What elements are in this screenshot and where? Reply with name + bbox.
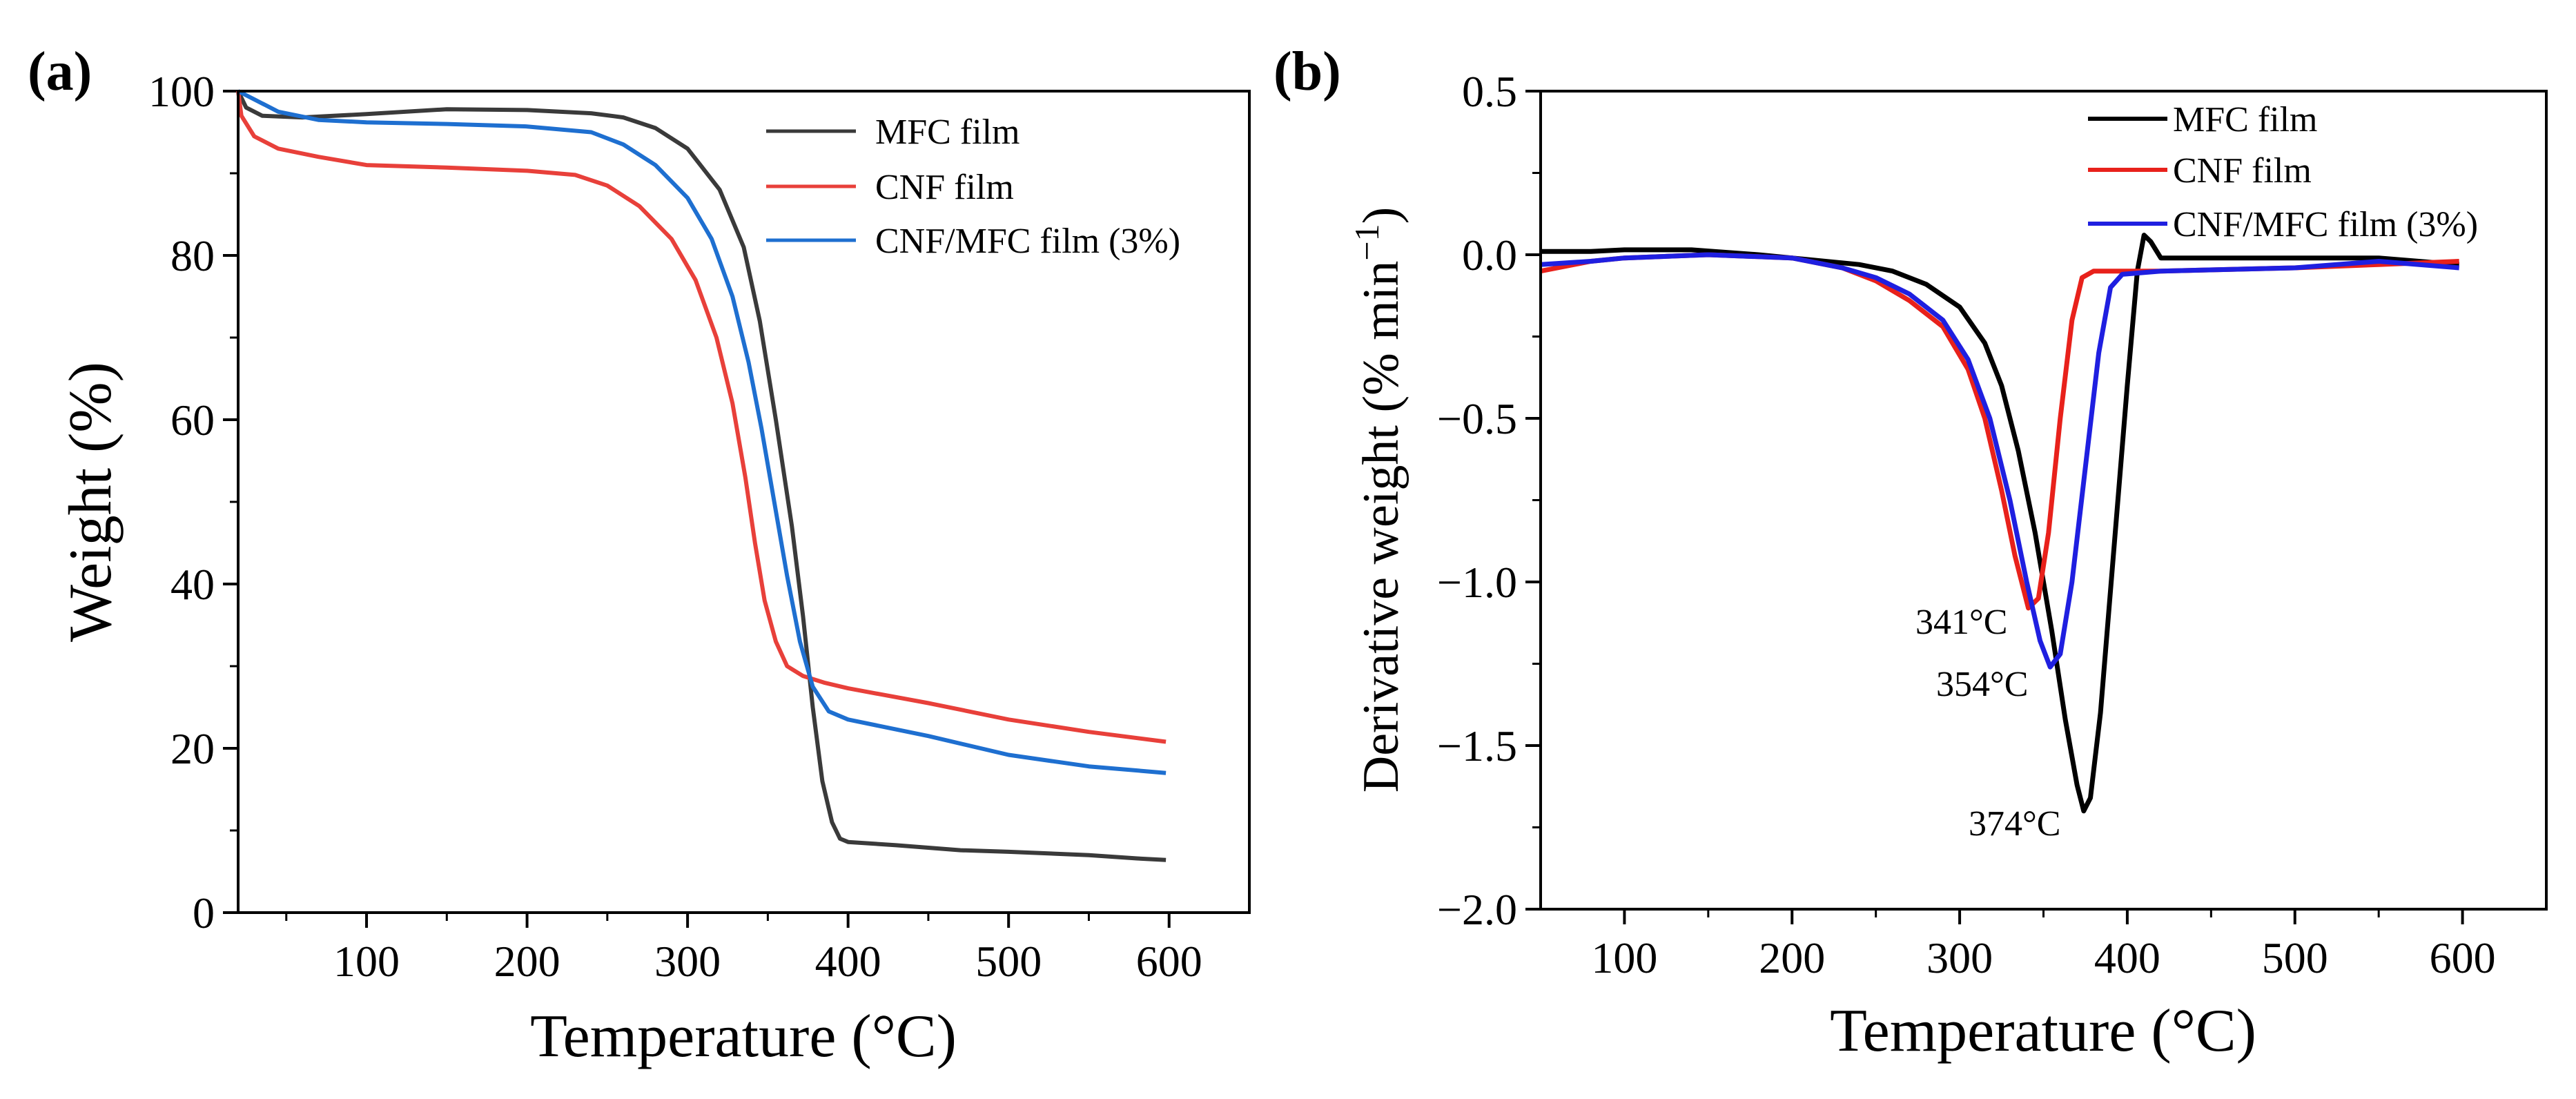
x-tick-label: 300 <box>1926 933 1993 982</box>
legend-label-mfc-film: MFC film <box>875 113 1020 152</box>
panel-b-ytick-labels: 0.5 0.0 −0.5 −1.0 −1.5 −2.0 <box>1437 67 1517 934</box>
x-tick-label: 200 <box>494 937 560 986</box>
x-tick-label: 500 <box>2262 933 2328 982</box>
legend-label-cnf-film: CNF film <box>2173 151 2312 191</box>
panel-b-lines <box>1540 233 2459 814</box>
panel-b-xlabel: Temperature (°C) <box>1830 998 2256 1064</box>
panel-b-xtick-labels: 100 200 300 400 500 600 <box>1591 933 2495 982</box>
y-tick-label: −2.0 <box>1437 885 1517 934</box>
y-tick-label: 0.0 <box>1462 231 1517 280</box>
y-tick-label: −1.0 <box>1437 558 1517 607</box>
series-line-mfc-film <box>1541 233 2459 814</box>
x-tick-label: 400 <box>815 937 881 986</box>
y-tick-label: −1.5 <box>1437 721 1517 770</box>
panel-a-lines <box>236 89 1167 862</box>
panel-b-legend: MFC film CNF film CNF/MFC film (3%) <box>2088 100 2478 244</box>
panel-a-legend: MFC film CNF film CNF/MFC film (3%) <box>766 113 1180 261</box>
x-tick-label: 600 <box>1136 937 1202 986</box>
series-line-cnf-film <box>1540 252 2459 611</box>
annotation-peak-cnf-mfc: 354°C <box>1936 665 2028 704</box>
x-tick-label: 300 <box>654 937 721 986</box>
legend-label-cnf-mfc-film: CNF/MFC film (3%) <box>2173 205 2478 244</box>
x-tick-label: 100 <box>333 937 400 986</box>
series-line-cnf-mfc-film-3 <box>1540 252 2459 670</box>
legend-label-mfc-film: MFC film <box>2173 100 2318 139</box>
panel-b-ylabel: Derivative weight (% min−1) <box>1347 207 1409 792</box>
annotation-peak-cnf: 341°C <box>1915 603 2007 642</box>
panel-a-frame <box>237 90 1251 914</box>
x-tick-label: 400 <box>2094 933 2160 982</box>
y-tick-label: 40 <box>170 560 215 609</box>
y-tick-label: 0.5 <box>1462 67 1517 116</box>
panel-a-ylabel: Weight (%) <box>57 362 124 642</box>
panel-b-ylabel-close: ) <box>1353 207 1409 224</box>
annotation-peak-mfc: 374°C <box>1969 804 2060 844</box>
y-tick-label: 60 <box>170 396 215 445</box>
panel-label-b: (b) <box>1274 41 1341 102</box>
series-line-cnf-mfc-film-3 <box>237 89 1167 775</box>
y-tick-label: 80 <box>170 231 215 280</box>
panel-b-frame <box>1539 90 2548 911</box>
panel-b: (b) 100 200 300 400 500 600 0.5 0.0 −0.5 −1.0 −1.… <box>1274 41 2548 1064</box>
legend-label-cnf-film: CNF film <box>875 168 1014 207</box>
panel-a: (a) 100 200 300 400 500 600 0 20 40 60 80 100 Temp… <box>28 41 1251 1070</box>
panel-a-ticks <box>223 90 1171 928</box>
x-tick-label: 600 <box>2430 933 2496 982</box>
y-tick-label: −0.5 <box>1437 394 1517 443</box>
panel-a-xlabel: Temperature (°C) <box>530 1003 957 1070</box>
x-tick-label: 100 <box>1591 933 1657 982</box>
panel-label-a: (a) <box>28 41 92 102</box>
y-tick-label: 100 <box>148 67 215 116</box>
y-tick-label: 20 <box>170 724 215 773</box>
legend-label-cnf-mfc-film: CNF/MFC film (3%) <box>875 222 1180 261</box>
panel-a-ytick-labels: 0 20 40 60 80 100 <box>148 67 215 937</box>
panel-b-ylabel-main: Derivative weight (% min <box>1353 261 1409 793</box>
y-tick-label: 0 <box>193 888 215 937</box>
x-tick-label: 200 <box>1759 933 1825 982</box>
series-line-mfc-film <box>236 90 1167 862</box>
x-tick-label: 500 <box>975 937 1042 986</box>
panel-b-ylabel-superscript: −1 <box>1347 224 1386 260</box>
series-line-cnf-film <box>236 90 1167 744</box>
panel-a-xtick-labels: 100 200 300 400 500 600 <box>333 937 1202 986</box>
